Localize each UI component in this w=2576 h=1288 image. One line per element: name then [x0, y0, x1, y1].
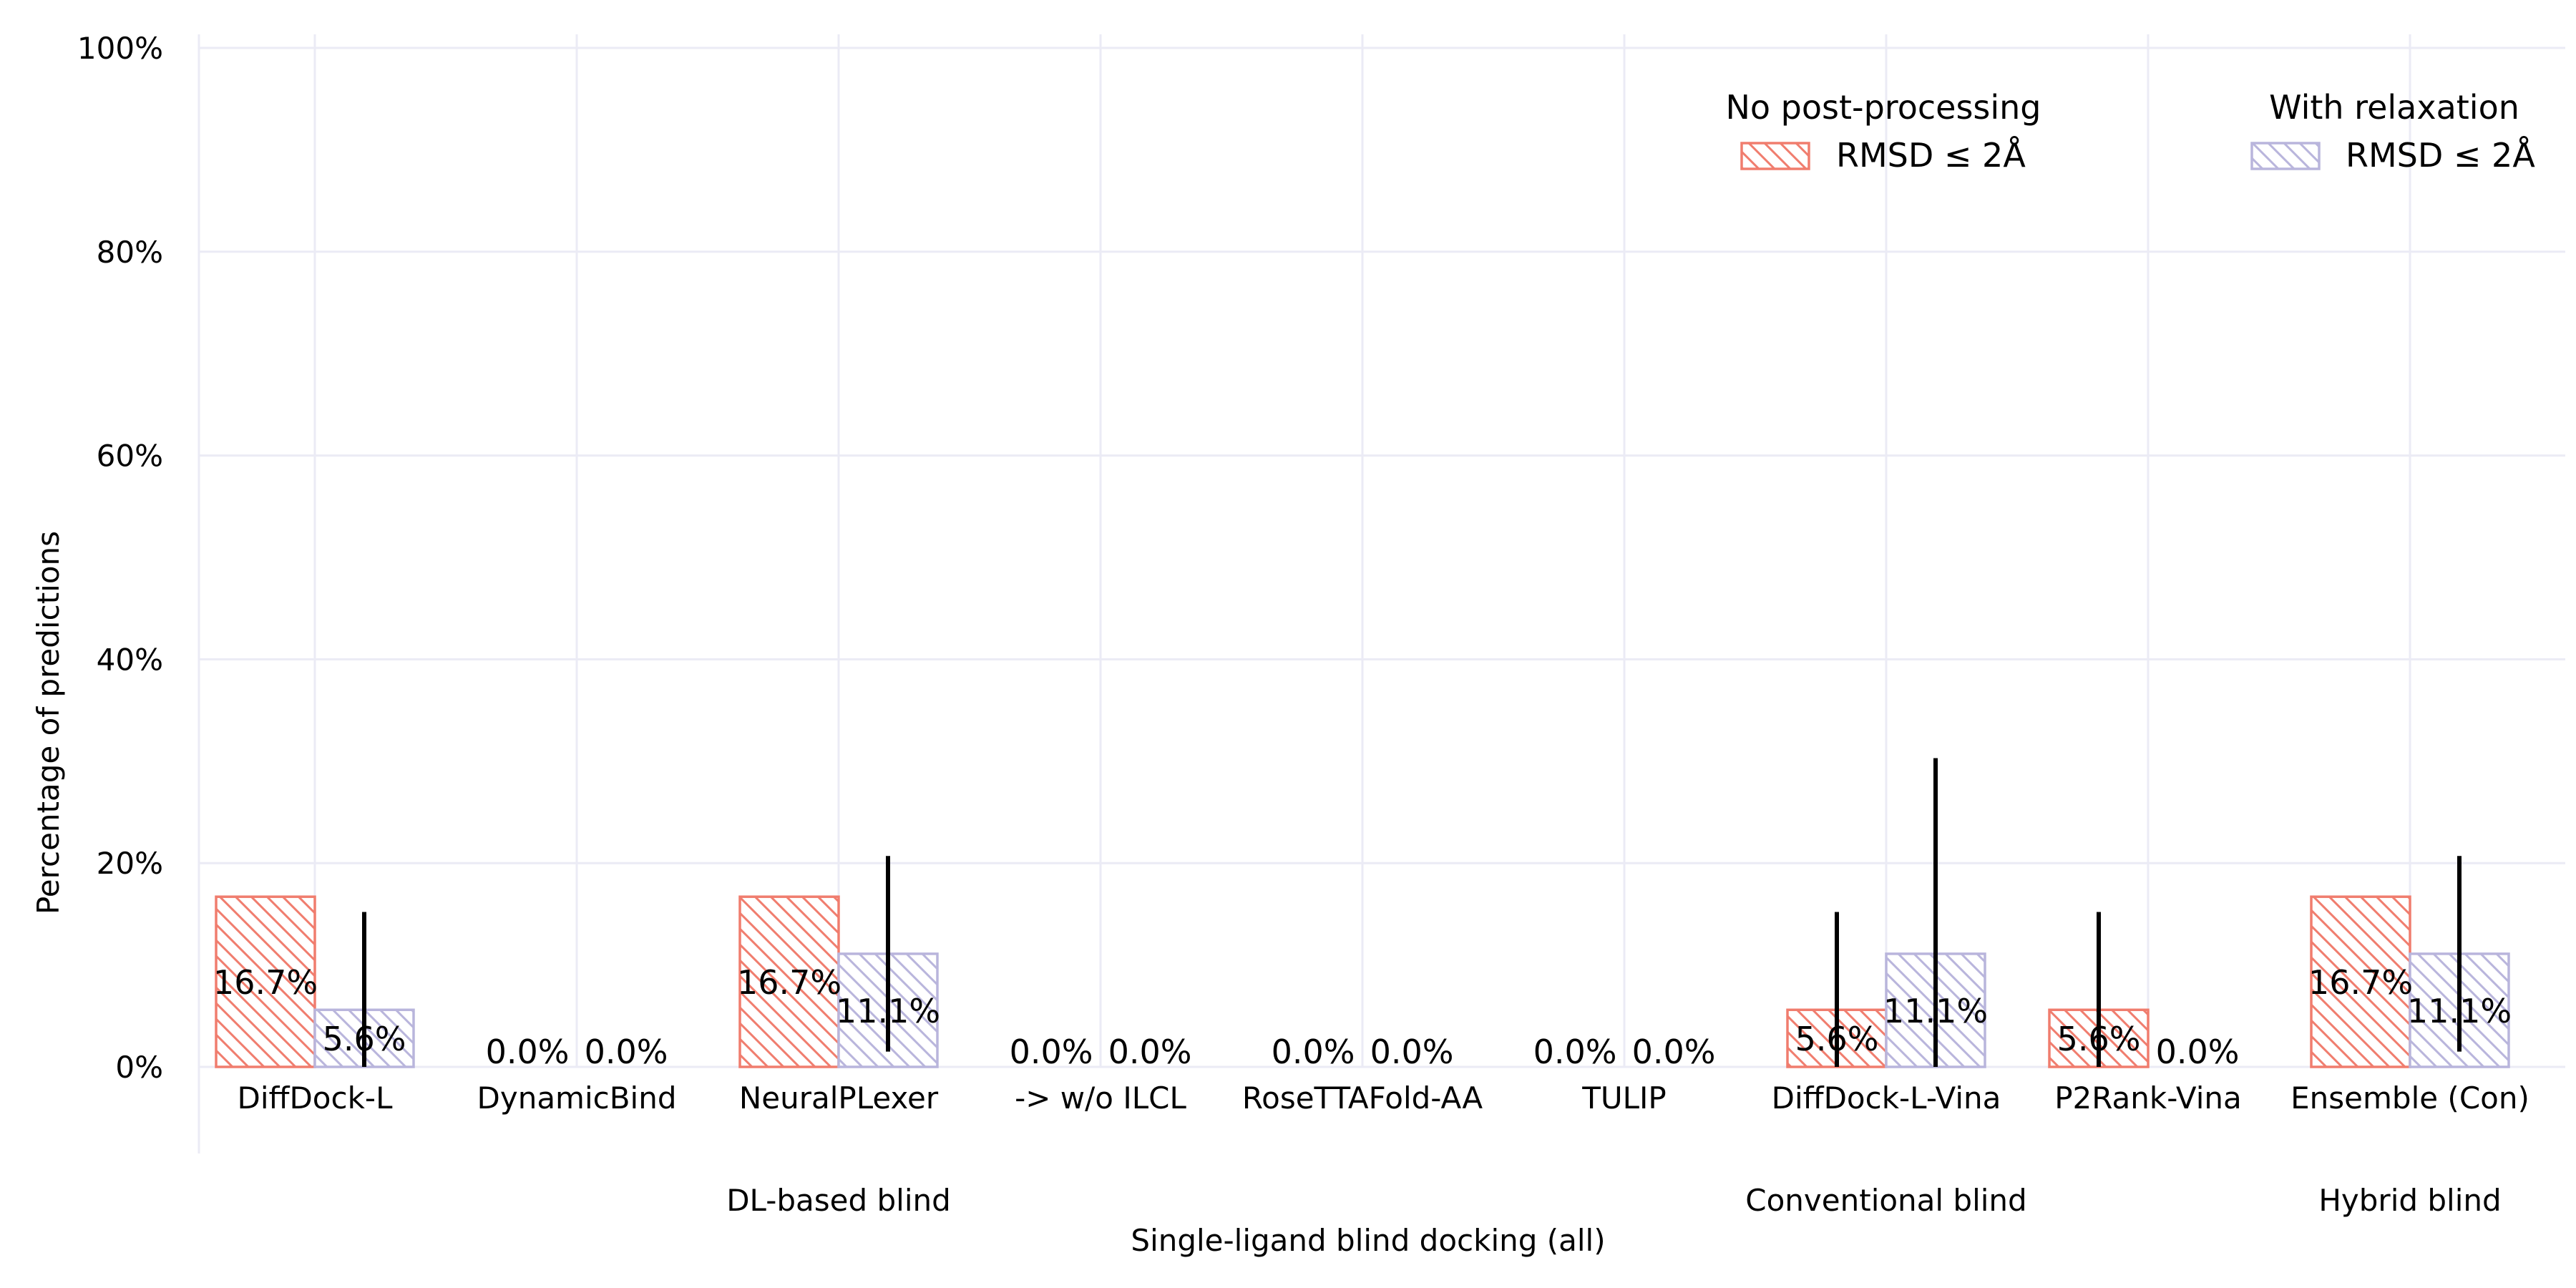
data-label: 0.0% [1272, 1033, 1355, 1071]
group-label: Conventional blind [1745, 1183, 2026, 1218]
legend-title: With relaxation [2269, 88, 2519, 127]
bar-labels: 16.7%0.0%16.7%0.0% 0.0% 0.0% 5.6% 5.6%16.7%5… [213, 963, 2512, 1071]
x-tick-label: NeuralPLexer [739, 1080, 939, 1116]
x-tick-label: DiffDock-L [238, 1080, 394, 1116]
legend-label: RMSD ≤ 2Å [2346, 136, 2535, 175]
x-tick-label: TULIP [1581, 1080, 1667, 1116]
x-tick-label: Ensemble (Con) [2290, 1080, 2529, 1116]
bar [2310, 895, 2411, 1068]
data-label: 11.1% [2407, 992, 2512, 1030]
data-label: 5.6% [323, 1020, 406, 1058]
data-label: 0.0% [1010, 1033, 1093, 1071]
bar [738, 895, 840, 1068]
data-label: 0.0% [1632, 1033, 1716, 1071]
data-label: 0.0% [585, 1033, 668, 1071]
data-label: 16.7% [213, 963, 318, 1002]
data-label: 0.0% [1108, 1033, 1192, 1071]
y-tick-label: 20% [97, 846, 163, 881]
y-tick-label: 80% [97, 235, 163, 270]
legend-title: No post-processing [1725, 88, 2041, 127]
data-label: 0.0% [1370, 1033, 1454, 1071]
y-tick-label: 60% [97, 439, 163, 474]
data-label: 0.0% [1533, 1033, 1617, 1071]
data-label: 11.1% [836, 992, 940, 1030]
group-label: Hybrid blind [2318, 1183, 2501, 1218]
data-label: 0.0% [486, 1033, 570, 1071]
y-tick-label: 0% [115, 1050, 163, 1085]
y-tick-label: 100% [77, 31, 163, 66]
axes: Percentage of predictions Single-ligand … [31, 31, 2529, 1258]
group-label: DL-based blind [726, 1183, 951, 1218]
x-axis-title: Single-ligand blind docking (all) [1131, 1223, 1605, 1258]
y-tick-label: 40% [97, 642, 163, 677]
bar [215, 895, 316, 1068]
legend-label: RMSD ≤ 2Å [1836, 136, 2026, 175]
legend-swatch [1740, 142, 1810, 170]
x-tick-label: -> w/o ILCL [1015, 1080, 1186, 1116]
error-bars [362, 758, 2462, 1067]
legend-swatch [2250, 142, 2321, 170]
data-label: 11.1% [1883, 992, 1988, 1030]
x-tick-label: RoseTTAFold-AA [1242, 1080, 1483, 1116]
data-label: 0.0% [2156, 1033, 2240, 1071]
x-tick-label: DiffDock-L-Vina [1772, 1080, 2001, 1116]
y-axis-title: Percentage of predictions [31, 531, 66, 914]
data-label: 5.6% [1795, 1020, 1879, 1058]
x-tick-label: P2Rank-Vina [2054, 1080, 2242, 1116]
data-label: 5.6% [2057, 1020, 2141, 1058]
x-tick-label: DynamicBind [477, 1080, 677, 1116]
grid [197, 34, 2565, 1153]
legend: No post-processing RMSD ≤ 2Å With relaxati… [1725, 88, 2535, 175]
data-label: 16.7% [2308, 963, 2413, 1002]
data-label: 16.7% [737, 963, 841, 1002]
